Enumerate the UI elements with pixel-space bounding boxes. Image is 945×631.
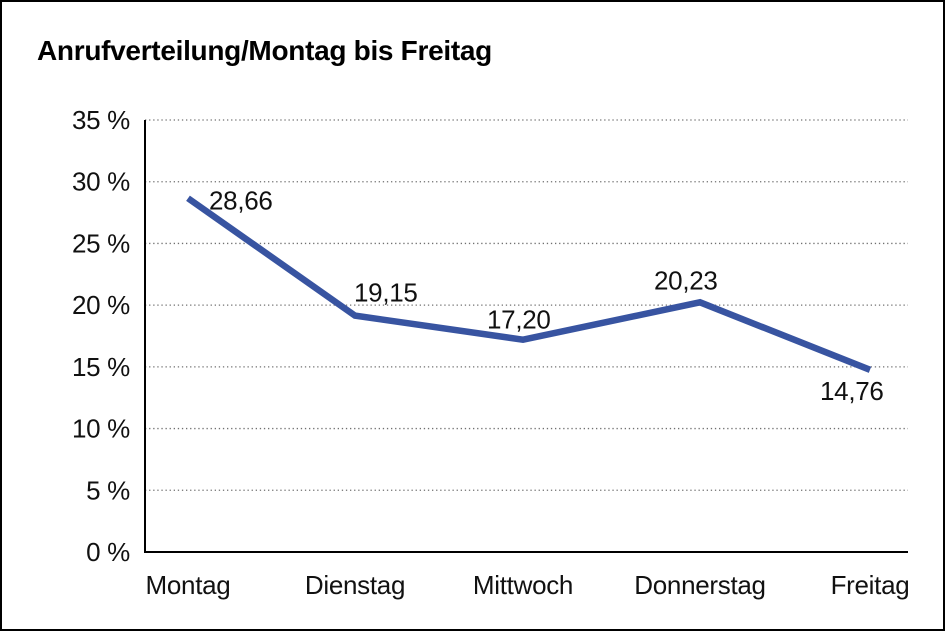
y-tick-label: 25 %: [72, 228, 130, 258]
data-line: [186, 195, 872, 373]
y-tick-label: 0 %: [86, 537, 130, 567]
data-point-label: 19,15: [354, 278, 418, 308]
y-tick-label: 30 %: [72, 167, 130, 197]
x-tick-label: Mittwoch: [473, 570, 573, 600]
y-tick-label: 5 %: [86, 475, 130, 505]
y-tick-label: 20 %: [72, 290, 130, 320]
y-tick-label: 10 %: [72, 414, 130, 444]
x-tick-label: Freitag: [831, 570, 910, 600]
chart-title: Anrufverteilung/Montag bis Freitag: [37, 35, 492, 66]
y-tick-label: 35 %: [72, 105, 130, 135]
data-point-label: 14,76: [820, 376, 884, 406]
x-tick-label: Donnerstag: [634, 570, 765, 600]
data-point-label: 17,20: [487, 305, 551, 335]
data-point-label: 28,66: [209, 185, 273, 215]
x-tick-label: Montag: [146, 570, 231, 600]
data-point-label: 20,23: [654, 265, 718, 295]
y-tick-label: 15 %: [72, 352, 130, 382]
x-tick-label: Dienstag: [305, 570, 405, 600]
axis-lines: [144, 120, 908, 553]
